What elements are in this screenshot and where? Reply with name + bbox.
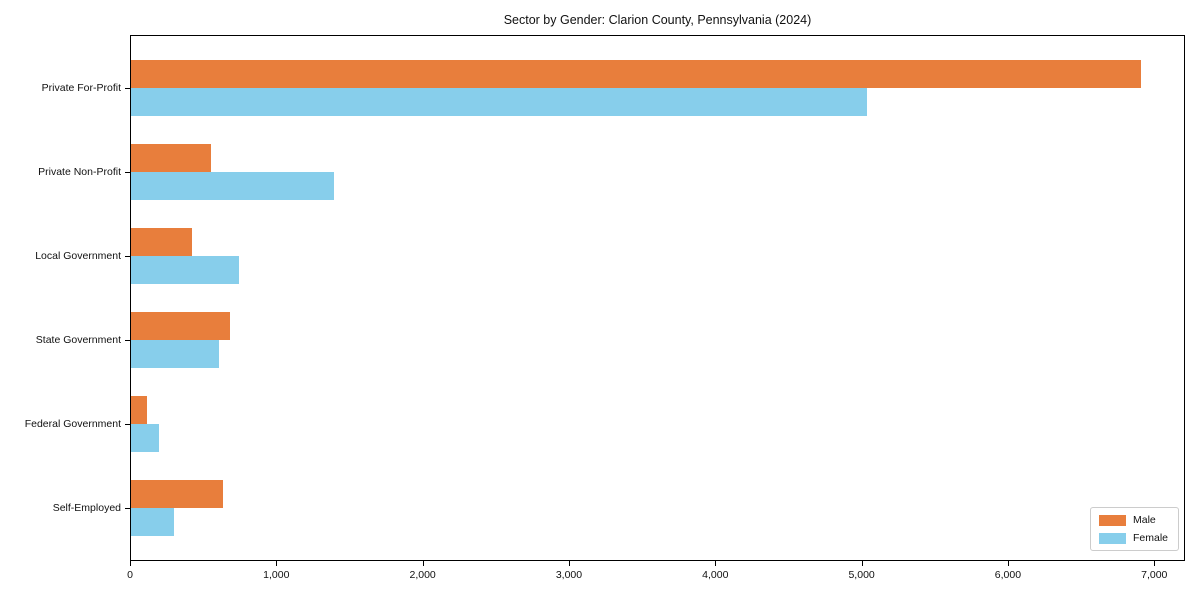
x-tick-mark [276,561,278,566]
x-axis-tick-label: 5,000 [848,569,875,581]
x-tick-mark [861,561,863,566]
plot-area [130,35,1185,561]
x-axis-tick-label: 3,000 [555,569,583,581]
legend-label-female: Female [1133,532,1169,544]
x-tick-mark [568,561,570,566]
male-bar [131,228,193,256]
legend: Male Female [1090,507,1179,551]
x-tick-mark [715,561,717,566]
chart-title: Sector by Gender: Clarion County, Pennsy… [503,13,812,27]
y-axis-label: Federal Government [24,418,121,430]
legend-entry-male: Male [1099,514,1170,526]
y-axis-label: State Government [35,334,121,346]
male-bar [131,312,230,340]
legend-swatch-female [1099,532,1126,544]
x-axis-tick-label: 4,000 [702,569,729,581]
y-axis-label: Self-Employed [52,502,121,514]
female-bar [131,340,219,368]
y-tick-mark [125,508,130,509]
male-bar [131,480,224,508]
x-tick-mark [1154,561,1156,566]
y-tick-mark [125,172,130,173]
legend-entry-female: Female [1099,532,1170,544]
x-axis-tick-label: 2,000 [409,569,436,581]
y-tick-mark [125,340,130,341]
x-tick-mark [1007,561,1009,566]
x-tick-mark [130,561,131,566]
y-axis-label: Private For-Profit [41,82,121,94]
legend-label-male: Male [1133,514,1156,526]
male-bar [131,60,1141,88]
female-bar [131,508,175,536]
female-bar [131,424,159,452]
y-axis-label: Private Non-Profit [38,166,121,178]
female-bar [131,172,335,200]
x-axis-tick-label: 7,000 [1141,569,1168,581]
y-tick-mark [125,88,130,89]
male-bar [131,144,212,172]
y-tick-mark [125,424,130,425]
y-tick-mark [125,256,130,257]
y-axis-label: Local Government [35,250,121,262]
x-tick-mark [422,561,424,566]
legend-swatch-male [1099,514,1126,526]
female-bar [131,256,239,284]
x-axis-tick-label: 0 [127,569,133,581]
x-axis-tick-label: 6,000 [994,569,1022,581]
x-axis-tick-label: 1,000 [263,569,290,581]
male-bar [131,396,148,424]
female-bar [131,88,867,116]
